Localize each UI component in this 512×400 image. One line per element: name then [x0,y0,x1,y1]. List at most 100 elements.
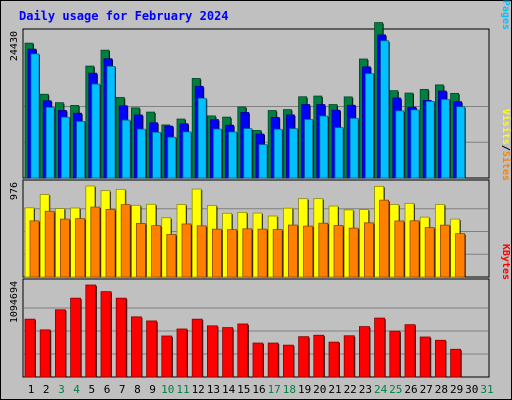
legend: Visits/Sites [500,109,512,181]
bar-pages-day-14 [228,131,238,179]
bar-sites-day-23 [363,222,374,278]
legend: KBytes [500,244,511,280]
bar-pages-day-8 [136,128,146,179]
bar-kbytes-day-13 [206,325,218,378]
bar-pages-day-15 [243,128,253,179]
bar-kbytes-day-4 [70,297,81,378]
bar-pages-day-13 [212,128,222,179]
bar-kbytes-day-5 [85,284,97,378]
x-tick-label: 15 [237,383,250,396]
bar-kbytes-day-16 [252,342,264,378]
bar-kbytes-day-1 [24,318,36,378]
bar-sites-day-8 [135,223,146,278]
bar-sites-day-16 [257,228,268,278]
bar-sites-day-11 [181,223,192,278]
bar-pages-day-11 [182,131,192,179]
legend-entry: Sites [500,151,512,181]
bar-kbytes-day-22 [343,335,355,378]
bar-sites-day-27 [424,227,435,278]
bar-kbytes-day-20 [313,334,325,378]
bar-sites-day-19 [303,225,314,278]
bar-kbytes-day-26 [404,324,416,378]
bar-pages-day-1 [30,53,40,179]
bar-pages-day-23 [364,73,374,179]
bar-kbytes-day-2 [39,329,51,378]
bar-pages-day-2 [45,106,55,179]
bar-pages-day-22 [349,117,359,179]
chart-title: Daily usage for February 2024 [19,9,229,23]
bar-sites-day-5 [90,206,101,278]
x-tick-label: 29 [450,383,463,396]
x-tick-label: 23 [359,383,372,396]
x-tick-label: 26 [404,383,417,396]
bar-kbytes-day-15 [237,323,249,378]
x-tick-label: 13 [207,383,220,396]
bar-pages-day-10 [167,136,177,179]
bar-pages-day-20 [319,115,329,179]
bar-sites-day-26 [409,220,420,278]
panel-visits-sites: 976 Visits/Sites [9,109,512,278]
bar-kbytes-day-9 [146,320,158,378]
bar-pages-day-5 [91,83,101,179]
x-tick-label: 20 [313,383,326,396]
x-axis-ticks: 1 2 3 4 5 6 7 8 9 10 11 12 13 14 15 16 17 18 19 20 21 22 23 24 2… [28,383,494,396]
x-tick-label: 1 [28,383,35,396]
bar-pages-day-26 [410,109,420,179]
bar-kbytes-day-27 [419,336,431,378]
x-tick-label: 3 [58,383,65,396]
y-max-label: 24430 [9,31,20,61]
bar-sites-day-21 [333,225,344,278]
bar-pages-day-21 [334,127,344,179]
bar-sites-day-24 [379,199,390,278]
bar-sites-day-14 [227,229,238,278]
legend-entry: Visits [500,109,512,145]
bar-pages-day-18 [288,128,298,179]
bar-kbytes-day-24 [374,317,386,378]
x-tick-label: 6 [104,383,111,396]
bar-pages-day-16 [258,144,268,179]
bar-kbytes-day-19 [298,336,310,378]
bar-pages-day-19 [304,119,314,179]
x-tick-label: 21 [328,383,341,396]
legend: Hits/Files/Pages [500,0,512,30]
x-tick-label: 27 [420,383,433,396]
bar-pages-day-7 [121,119,131,179]
bar-sites-day-1 [29,220,40,278]
bar-sites-day-3 [60,218,70,278]
x-tick-label: 5 [88,383,95,396]
bar-kbytes-day-10 [161,335,173,378]
bar-pages-day-29 [456,106,466,179]
x-tick-label: 28 [435,383,448,396]
bar-pages-day-25 [395,110,405,179]
chart-panels: 24430 Hits/Files/Pages 976 Visits/Sites 1094… [9,0,512,378]
bar-pages-day-28 [440,99,450,179]
y-max-label: 976 [9,182,20,200]
x-tick-label: 8 [134,383,141,396]
x-tick-label: 17 [268,383,281,396]
bar-pages-day-4 [76,121,85,179]
bar-sites-day-17 [272,229,283,278]
x-tick-label: 11 [176,383,189,396]
bar-sites-day-9 [151,225,162,278]
panel-kbytes: 1094694 KBytes [9,244,511,378]
x-tick-label: 10 [161,383,174,396]
bar-kbytes-day-8 [130,316,142,378]
bar-sites-day-4 [75,218,85,278]
bar-pages-day-17 [273,128,283,179]
bar-pages-day-12 [197,97,207,179]
bar-sites-day-12 [196,225,207,278]
bar-kbytes-day-25 [389,330,401,378]
bar-kbytes-day-12 [191,318,203,378]
bar-sites-day-18 [287,224,298,278]
bar-sites-day-13 [211,228,222,278]
bar-kbytes-day-23 [358,326,370,378]
bar-sites-day-6 [105,209,116,278]
bar-sites-day-10 [166,234,177,278]
x-tick-label: 7 [119,383,126,396]
bar-sites-day-2 [44,210,55,278]
legend-entry: KBytes [500,244,511,280]
bar-sites-day-15 [242,228,253,278]
x-tick-label: 12 [192,383,205,396]
bar-kbytes-day-21 [328,341,340,378]
